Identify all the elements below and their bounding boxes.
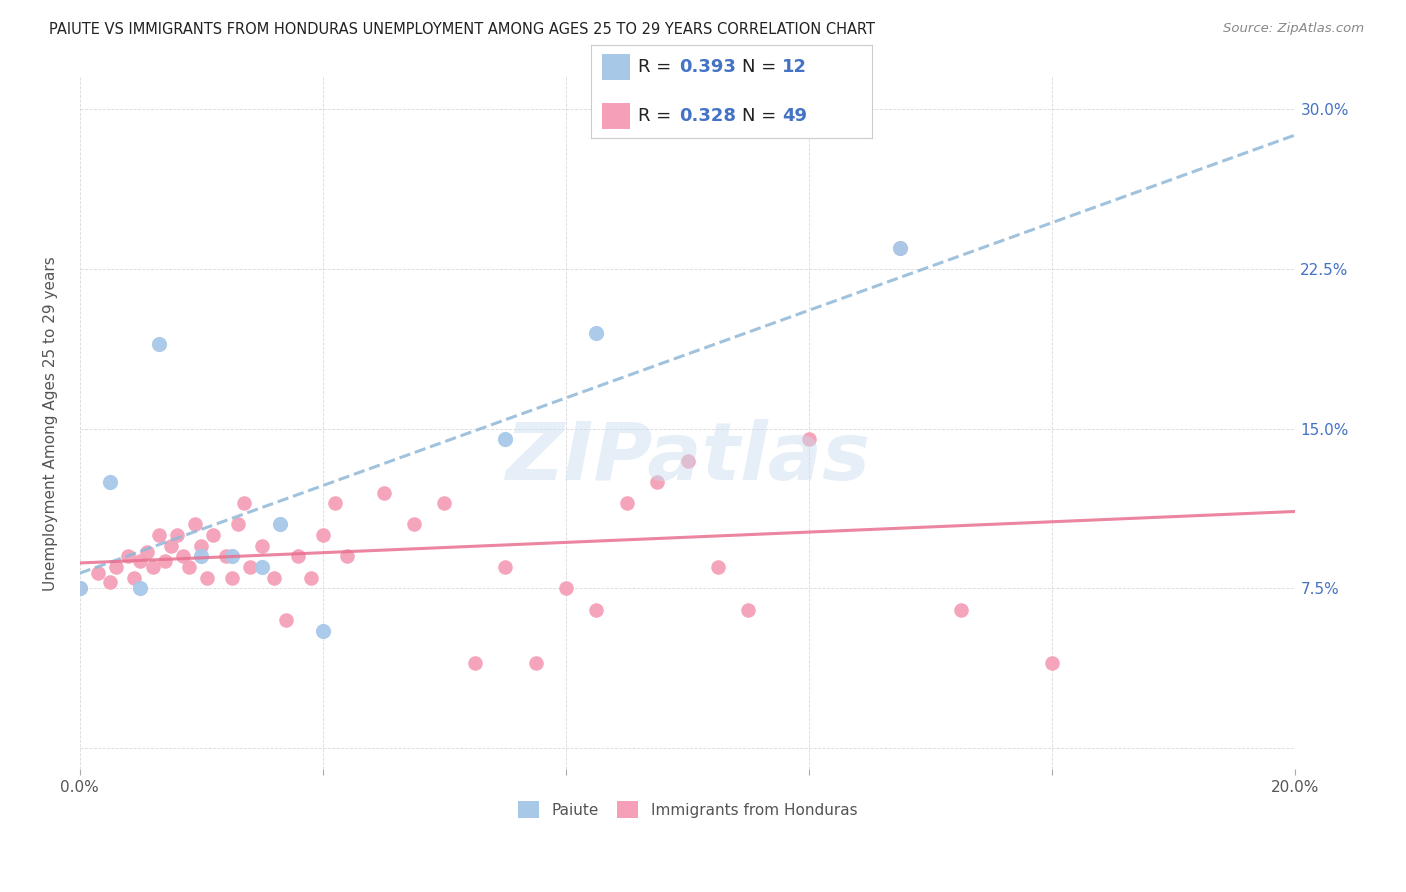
Y-axis label: Unemployment Among Ages 25 to 29 years: Unemployment Among Ages 25 to 29 years [44, 256, 58, 591]
Point [585, 602, 607, 616]
Point [166, 528, 188, 542]
Point [202, 528, 225, 542]
Point [494, 433, 516, 447]
Legend: Paiute, Immigrants from Honduras: Paiute, Immigrants from Honduras [512, 795, 863, 824]
Point [373, 485, 395, 500]
Point [1040, 656, 1063, 670]
Text: 0.328: 0.328 [679, 107, 737, 125]
Point [299, 571, 322, 585]
Point [250, 560, 273, 574]
Point [184, 517, 207, 532]
Point [124, 571, 146, 585]
Point [135, 545, 157, 559]
Point [105, 560, 128, 574]
Text: 0.393: 0.393 [679, 58, 735, 76]
Point [312, 624, 335, 638]
Point [221, 571, 243, 585]
Point [250, 539, 273, 553]
Point [433, 496, 456, 510]
Text: N =: N = [742, 58, 782, 76]
Point [797, 433, 820, 447]
Point [323, 496, 346, 510]
Point [98, 475, 121, 489]
Point [87, 566, 110, 581]
Point [707, 560, 730, 574]
Point [889, 241, 911, 255]
Point [263, 571, 285, 585]
Point [160, 539, 183, 553]
Point [239, 560, 262, 574]
Point [190, 549, 212, 564]
Point [585, 326, 607, 340]
Point [889, 241, 911, 255]
Bar [602, 103, 630, 129]
Point [69, 582, 91, 596]
Text: N =: N = [742, 107, 782, 125]
Point [153, 554, 176, 568]
Point [464, 656, 486, 670]
Point [524, 656, 547, 670]
Point [269, 517, 291, 532]
Point [190, 539, 212, 553]
Point [172, 549, 194, 564]
Point [177, 560, 200, 574]
Point [195, 571, 218, 585]
Point [98, 574, 121, 589]
Point [287, 549, 309, 564]
Point [402, 517, 425, 532]
Point [494, 560, 516, 574]
Text: R =: R = [638, 58, 678, 76]
Bar [602, 54, 630, 80]
Text: R =: R = [638, 107, 678, 125]
Point [142, 560, 165, 574]
Point [555, 582, 578, 596]
Point [737, 602, 759, 616]
Point [232, 496, 254, 510]
Text: PAIUTE VS IMMIGRANTS FROM HONDURAS UNEMPLOYMENT AMONG AGES 25 TO 29 YEARS CORREL: PAIUTE VS IMMIGRANTS FROM HONDURAS UNEMP… [49, 22, 875, 37]
Text: Source: ZipAtlas.com: Source: ZipAtlas.com [1223, 22, 1364, 36]
Point [312, 528, 335, 542]
Point [276, 613, 298, 627]
Point [645, 475, 668, 489]
Point [129, 582, 152, 596]
Point [226, 517, 249, 532]
Point [117, 549, 139, 564]
Point [148, 336, 170, 351]
Point [950, 602, 973, 616]
Point [69, 582, 91, 596]
Text: 49: 49 [782, 107, 807, 125]
Text: ZIPatlas: ZIPatlas [505, 419, 870, 497]
Point [129, 554, 152, 568]
Point [148, 528, 170, 542]
Point [676, 453, 699, 467]
Text: 12: 12 [782, 58, 807, 76]
Point [336, 549, 359, 564]
Point [221, 549, 243, 564]
Point [616, 496, 638, 510]
Point [214, 549, 236, 564]
